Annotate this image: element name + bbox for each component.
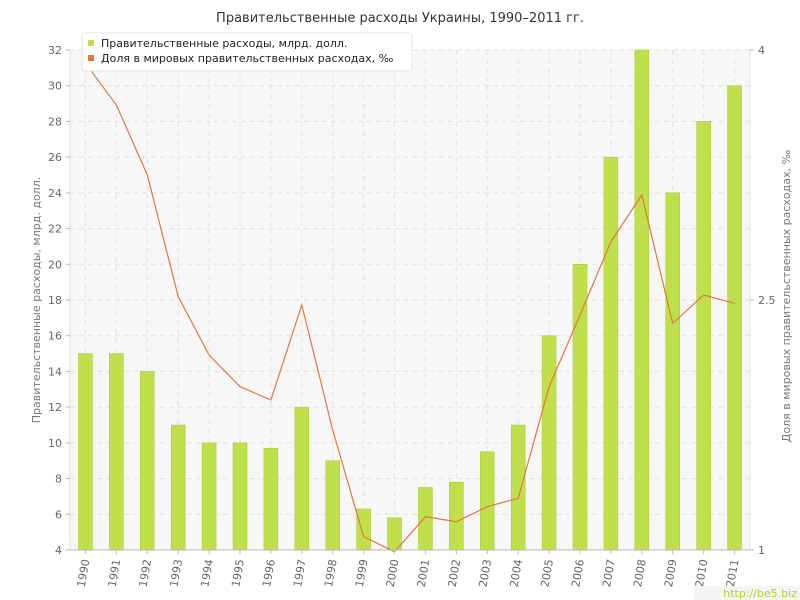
y-tick-label: 22	[48, 223, 62, 236]
x-tick-label: 2007	[600, 558, 618, 588]
y-tick-label: 14	[48, 365, 62, 378]
bar	[696, 121, 711, 551]
y-axis-ticks: 4 6 8 10 12 14 16 18 20 22 24 26 28 30 32	[48, 44, 70, 557]
legend-label-bars: Правительственные расходы, млрд. долл.	[101, 37, 347, 50]
x-tick-label: 2002	[446, 558, 464, 588]
bar	[356, 508, 371, 551]
bar	[109, 353, 124, 551]
bar	[232, 442, 248, 551]
watermark: http://be5.biz	[723, 587, 797, 600]
bar	[418, 487, 433, 551]
bar	[480, 451, 495, 551]
y-tick-label: 24	[48, 187, 62, 200]
y2-tick-label: 4	[758, 44, 765, 57]
x-axis-ticks: 1990 1991 1992 1993 1994 1995 1996 1997 1998 1999…	[75, 550, 742, 588]
bar	[665, 192, 680, 551]
bar	[170, 424, 186, 551]
bar	[294, 406, 310, 551]
y2-tick-label: 1	[758, 544, 765, 557]
x-tick-label: 1997	[291, 558, 309, 588]
y-tick-label: 10	[48, 437, 62, 450]
watermark-bg	[694, 586, 800, 600]
x-tick-label: 2011	[724, 558, 742, 588]
y-tick-label: 20	[48, 258, 62, 271]
bar	[541, 335, 557, 551]
x-tick-label: 1999	[353, 558, 371, 588]
y-tick-label: 8	[55, 473, 62, 486]
legend-swatch-line	[88, 55, 94, 61]
x-tick-label: 2001	[415, 558, 433, 588]
bar	[325, 460, 340, 551]
legend-box	[81, 32, 413, 72]
x-tick-label: 2008	[631, 558, 649, 588]
x-tick-label: 1990	[75, 558, 93, 588]
bar	[201, 442, 217, 551]
x-tick-label: 2000	[384, 558, 402, 588]
bar	[140, 371, 155, 551]
y-tick-label: 4	[55, 544, 62, 557]
x-tick-label: 1991	[106, 558, 124, 588]
y-tick-label: 12	[48, 401, 62, 414]
x-tick-label: 2004	[507, 558, 525, 588]
y-tick-label: 6	[55, 508, 62, 521]
bar	[727, 85, 742, 551]
legend-label-line: Доля в мировых правительственных расхода…	[101, 52, 394, 65]
chart-title: Правительственные расходы Украины, 1990–…	[216, 11, 584, 26]
legend-swatch-bars	[88, 40, 94, 46]
bar	[572, 264, 588, 551]
bar	[634, 49, 650, 551]
y-tick-label: 26	[48, 151, 62, 164]
x-tick-label: 1994	[198, 558, 216, 588]
y-axis-title: Правительственные расходы, млрд. долл.	[30, 177, 43, 423]
x-tick-label: 2010	[693, 558, 711, 588]
y-tick-label: 28	[48, 115, 62, 128]
y-tick-label: 16	[48, 330, 62, 343]
x-tick-label: 1992	[137, 558, 155, 588]
x-tick-label: 1993	[167, 558, 185, 588]
bar	[78, 353, 93, 551]
bar	[387, 517, 402, 551]
x-tick-label: 1998	[322, 558, 340, 588]
y2-tick-label: 2.5	[758, 294, 776, 307]
x-tick-label: 2003	[477, 558, 495, 588]
bar	[603, 156, 619, 551]
line-series	[85, 62, 735, 553]
y2-axis-title: Доля в мировых правительственных расхода…	[780, 150, 793, 443]
y-tick-label: 18	[48, 294, 62, 307]
x-tick-label: 1996	[260, 558, 278, 588]
legend: Правительственные расходы, млрд. долл. Д…	[81, 32, 413, 72]
y-tick-label: 30	[48, 80, 62, 93]
x-tick-label: 2006	[569, 558, 587, 588]
y2-axis-ticks: 12.54	[750, 44, 776, 557]
x-tick-label: 1995	[229, 558, 247, 588]
y-tick-label: 32	[48, 44, 62, 57]
bar	[449, 481, 464, 551]
x-tick-label: 2009	[662, 558, 680, 588]
bar	[263, 447, 279, 551]
x-tick-label: 2005	[538, 558, 556, 588]
bar	[510, 424, 526, 551]
